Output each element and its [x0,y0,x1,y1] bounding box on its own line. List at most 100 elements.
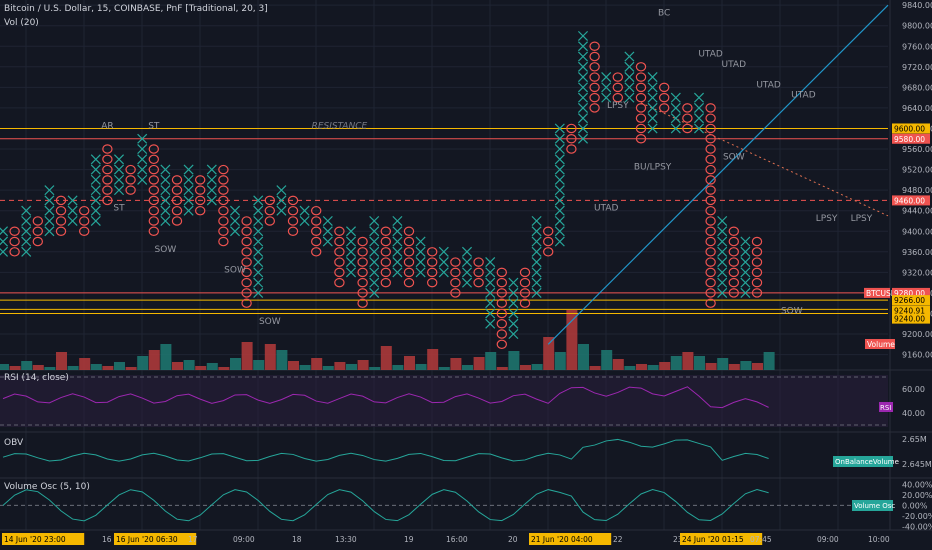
pnf-x-box [717,226,728,237]
time-tag [680,533,763,545]
pnf-x-box [183,174,194,185]
pnf-o-box [264,205,275,216]
pnf-x-box [415,236,426,247]
pnf-x-box [601,72,612,83]
pnf-o-box [357,247,368,257]
pnf-x-box [647,102,658,113]
pnf-x-box [531,287,542,298]
pnf-o-box [728,226,740,236]
pnf-o-box [519,267,531,278]
pnf-x-box [485,277,496,288]
pnf-o-box [218,236,229,247]
pnf-x-box [485,287,496,298]
pnf-o-box [241,298,252,308]
volume-bar [624,366,636,370]
pnf-x-box [90,154,101,165]
pnf-o-box [334,226,345,236]
vosc-tick-label: -20.00% [902,512,932,521]
volume-bar [694,356,705,370]
volume-bar [473,357,485,370]
volume-bar [90,364,102,370]
pnf-x-box [183,164,194,175]
pnf-x-box [253,246,264,257]
volume-bar [44,367,56,370]
pnf-x-box [554,215,565,226]
pnf-o-box [543,247,554,257]
volume-bar [612,359,624,370]
volume-bar [705,363,717,370]
pnf-o-box [705,103,716,113]
pnf-x-box [438,257,449,268]
pnf-x-box [717,277,728,288]
pnf-x-box [554,144,565,155]
pnf-o-box [728,247,740,257]
pnf-o-box [519,277,531,288]
pnf-o-box [705,164,716,175]
pnf-o-box [218,164,229,175]
pnf-x-box [670,113,681,124]
pnf-x-box [485,308,496,319]
pnf-o-box [171,195,183,206]
price-tick-label: 9480.00 [902,186,932,195]
pnf-o-box [334,236,345,247]
pnf-x-box [0,226,9,237]
volume-bar [380,346,392,370]
pnf-x-box [67,215,78,226]
pnf-x-box [717,287,728,298]
price-tick-label: 9400.00 [902,227,932,236]
volume-bar [253,360,265,370]
pnf-o-box [218,175,229,185]
pnf-o-box [102,164,113,175]
pnf-x-box [67,195,78,206]
pnf-x-box [531,267,542,278]
pnf-o-box [705,267,716,278]
pnf-x-box [624,61,635,72]
pnf-x-box [508,329,519,340]
volume-bar [299,365,311,370]
wyckoff-annotation: UTAD [594,204,619,214]
pnf-x-box [577,72,589,83]
price-tick-label: 9760.00 [902,42,932,51]
pnf-o-box [55,226,67,236]
vosc-tag [852,500,893,511]
pnf-o-box [241,277,252,288]
pnf-o-box [403,257,415,267]
volume-bar [601,350,613,370]
pnf-o-box [357,298,368,308]
pnf-o-box [32,236,44,247]
pnf-x-box [392,215,403,226]
pnf-o-box [519,288,531,298]
pnf-o-box [705,175,716,185]
wyckoff-annotation: ST [113,204,125,214]
pnf-x-box [322,215,333,226]
pnf-x-box [345,257,357,268]
pnf-x-box [206,164,217,175]
volume-tag-label: Volume [867,340,895,349]
pnf-o-box [450,277,461,288]
volume-bar [357,360,369,370]
wyckoff-annotation: UTAD [791,91,816,101]
pnf-o-box [241,216,252,226]
pnf-x-box [461,277,473,288]
pnf-o-box [241,267,252,278]
volume-bar [183,360,195,370]
pnf-x-box [0,246,9,257]
pnf-o-box [148,205,159,216]
pnf-x-box [693,113,705,124]
pnf-o-box [659,92,670,103]
pnf-o-box [589,103,600,113]
pnf-o-box [55,216,67,226]
volume-bar [102,366,114,370]
pnf-x-box [345,267,357,278]
pnf-o-box [334,277,345,288]
pnf-x-box [253,195,264,206]
time-tick-label: 09:00 [817,535,839,544]
pnf-x-box [717,215,728,226]
pnf-x-box [90,164,101,175]
pnf-x-box [322,236,333,247]
volume-bar [195,366,207,370]
rsi-tag-label: RSI [880,404,891,412]
pnf-o-box [241,226,252,236]
pnf-x-box [577,82,589,93]
